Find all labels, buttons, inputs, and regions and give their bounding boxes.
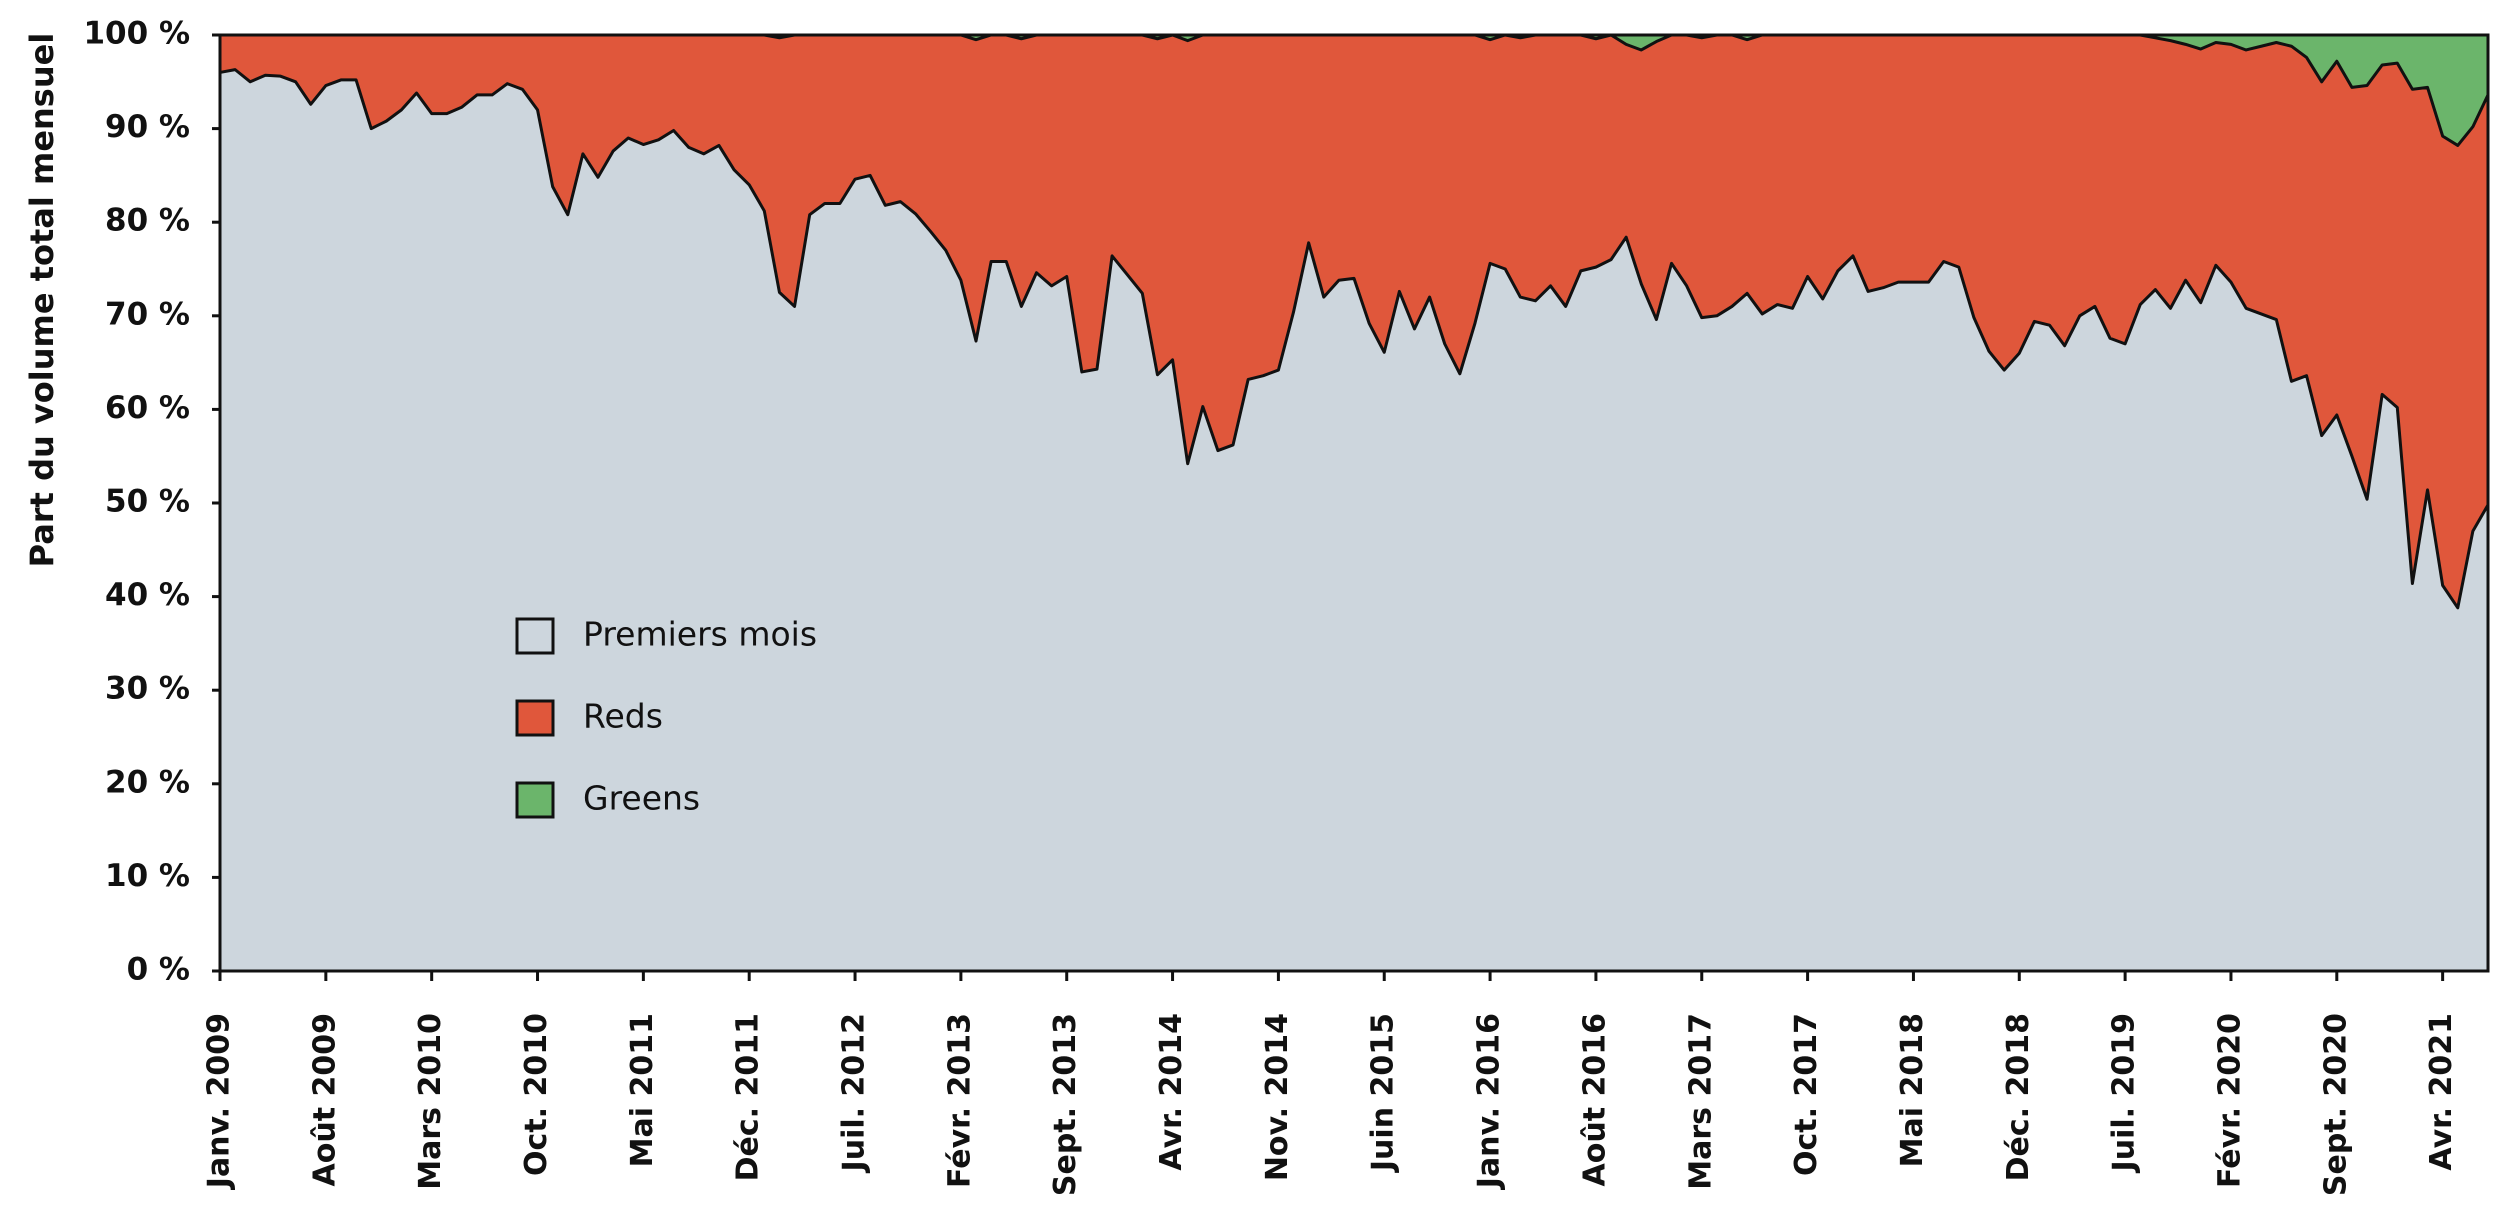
legend-label: Premiers mois — [583, 615, 817, 654]
x-tick-label: Mars 2010 — [413, 1013, 448, 1190]
x-tick-label: Juil. 2019 — [2107, 1013, 2142, 1173]
legend-label: Reds — [583, 697, 663, 736]
x-tick-label: Sept. 2013 — [1048, 1013, 1083, 1196]
x-tick-label: Févr. 2013 — [942, 1013, 977, 1188]
x-tick-label: Oct. 2010 — [519, 1013, 554, 1176]
legend-swatch — [515, 617, 555, 655]
y-tick-label: 0 % — [127, 952, 190, 988]
x-tick-label: Mai 2018 — [1895, 1013, 1930, 1167]
y-tick-label: 20 % — [105, 764, 190, 800]
area — [220, 69, 2488, 971]
x-tick-label: Août 2016 — [1577, 1013, 1612, 1186]
y-tick-label: 100 % — [83, 16, 190, 52]
y-tick-label: 60 % — [105, 390, 190, 426]
x-tick-label: Déc. 2018 — [2001, 1013, 2036, 1181]
y-tick-label: 10 % — [105, 858, 190, 894]
x-tick-label: Juil. 2012 — [837, 1013, 872, 1173]
y-tick-label: 80 % — [105, 203, 190, 239]
y-axis-title: Part du volume total mensuel — [23, 33, 61, 568]
x-tick-label: Avr. 2021 — [2424, 1013, 2459, 1171]
x-tick-label: Avr. 2014 — [1154, 1013, 1189, 1171]
x-tick-label: Févr. 2020 — [2212, 1013, 2247, 1188]
x-tick-label: Août 2009 — [307, 1013, 342, 1186]
x-tick-label: Sept. 2020 — [2318, 1013, 2353, 1196]
x-tick-label: Mai 2011 — [625, 1013, 660, 1167]
legend-swatch — [515, 699, 555, 737]
x-tick-label: Nov. 2014 — [1260, 1013, 1295, 1181]
x-tick-label: Déc. 2011 — [731, 1013, 766, 1181]
x-tick-label: Janv. 2016 — [1472, 1013, 1507, 1190]
x-tick-label: Mars 2017 — [1683, 1013, 1718, 1190]
y-tick-label: 30 % — [105, 671, 190, 707]
y-tick-label: 90 % — [105, 109, 190, 145]
legend-swatch — [515, 781, 555, 819]
x-tick-label: Juin 2015 — [1366, 1013, 1401, 1173]
y-tick-label: 50 % — [105, 484, 190, 520]
area-edge — [219, 68, 2490, 610]
area — [220, 35, 2488, 608]
y-tick-label: 70 % — [105, 296, 190, 332]
y-tick-label: 40 % — [105, 577, 190, 613]
legend-label: Greens — [583, 779, 700, 818]
x-tick-label: Oct. 2017 — [1789, 1013, 1824, 1176]
x-tick-label: Janv. 2009 — [202, 1013, 237, 1190]
